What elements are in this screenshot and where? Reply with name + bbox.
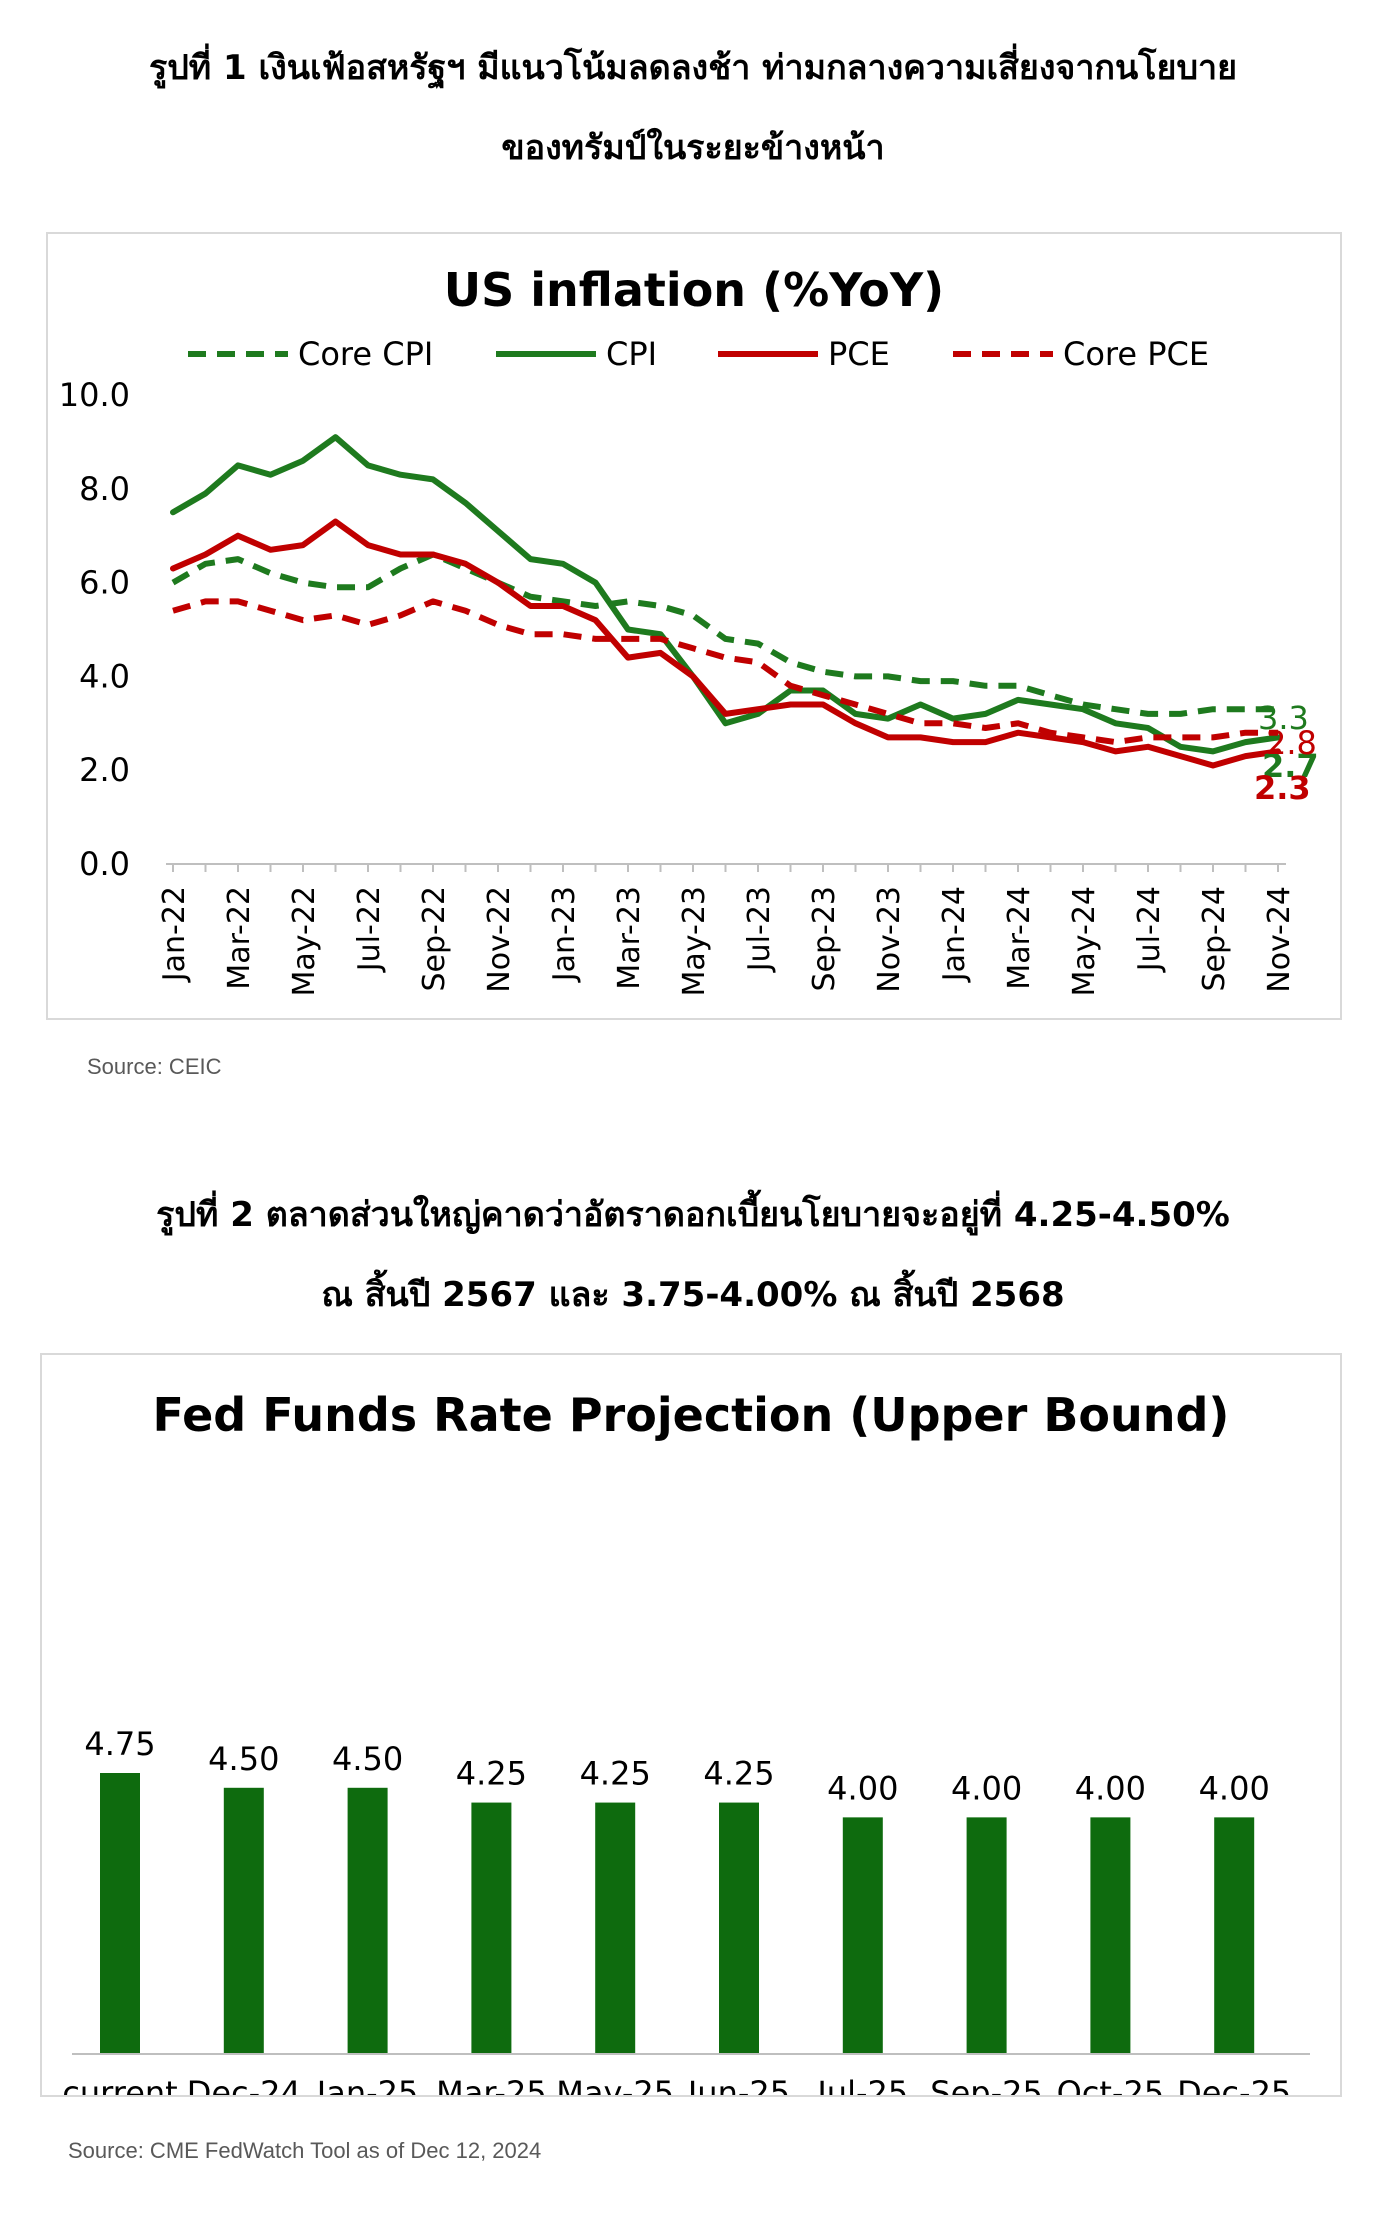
x-tick-label: Nov-24 [1262, 886, 1297, 993]
x-tick-label: Mar-24 [1002, 886, 1037, 990]
bar-value-label: 4.25 [580, 1755, 651, 1793]
x-category-label: Jul-25 [815, 2074, 908, 2095]
x-tick-label: Sep-22 [417, 886, 452, 992]
inflation-y-axis: 0.0 2.0 4.0 6.0 8.0 10.0 [59, 376, 130, 883]
bar-value-label: 4.50 [332, 1740, 403, 1778]
end-label-pce: 2.3 [1254, 769, 1311, 807]
end-label-core-pce: 2.8 [1266, 724, 1317, 762]
x-tick-label: May-24 [1067, 886, 1102, 997]
x-category-label: May-25 [556, 2074, 674, 2095]
x-category-label: Mar-25 [436, 2074, 547, 2095]
x-tick-label: Jul-23 [742, 886, 777, 973]
y-tick-label: 2.0 [79, 751, 130, 789]
x-category-label: Jan-25 [315, 2074, 419, 2095]
legend-label-core-cpi: Core CPI [298, 335, 433, 373]
bar-value-label: 4.50 [208, 1740, 279, 1778]
x-tick-label: Nov-23 [872, 886, 907, 993]
y-tick-label: 6.0 [79, 564, 130, 602]
y-tick-label: 4.0 [79, 657, 130, 695]
bar-dec-25 [1214, 1817, 1255, 2054]
fed-funds-bar-chart: Fed Funds Rate Projection (Upper Bound) … [62, 1388, 1310, 2112]
x-tick-label: Jul-24 [1132, 886, 1167, 973]
x-tick-label: Jan-23 [547, 886, 582, 983]
bar-jun-25 [719, 1802, 759, 2054]
x-category-label: Dec-24 [187, 2074, 301, 2095]
bar-mar-25 [471, 1802, 512, 2054]
x-tick-label: May-22 [287, 886, 322, 997]
bar-value-label: 4.00 [1075, 1769, 1146, 1807]
y-tick-label: 0.0 [79, 845, 130, 883]
x-category-label: Oct-25 [1057, 2074, 1165, 2095]
fed-funds-x-axis: current Dec-24 Jan-25 Mar-25 May-25 Jun-25 Jul… [62, 2053, 1310, 2112]
inflation-chart-panel: US inflation (%YoY) Core CPI CPI PCE Core P… [46, 232, 1342, 1020]
fed-funds-chart-panel: Fed Funds Rate Projection (Upper Bound) … [40, 1353, 1342, 2112]
figure1-source: Source: CEIC [87, 1054, 222, 1079]
x-category-label: Sep-25 [930, 2074, 1043, 2095]
bar-oct-25 [1090, 1817, 1131, 2054]
bar-value-label: 4.75 [84, 1725, 155, 1763]
x-tick-label: Nov-22 [482, 886, 517, 993]
bar-value-label: 4.00 [827, 1769, 898, 1807]
inflation-x-axis: Jan-22 Mar-22 May-22 Jul-22 Sep-22 Nov-22 Jan-… [157, 863, 1297, 997]
x-category-label: Dec-25 [1177, 2074, 1291, 2095]
figure1-caption-line2: ของทรัมป์ในระยะข้างหน้า [501, 128, 885, 168]
bar-current [100, 1773, 140, 2054]
x-tick-label: Mar-23 [612, 886, 647, 990]
fed-funds-chart-title: Fed Funds Rate Projection (Upper Bound) [153, 1388, 1230, 1442]
series-line-core-cpi [171, 551, 1278, 717]
series-line-pce [170, 518, 1281, 769]
figure1-caption-line1: รูปที่ 1 เงินเฟ้อสหรัฐฯ มีแนวโน้มลดลงช้า… [148, 48, 1238, 88]
bar-value-label: 4.00 [1199, 1769, 1270, 1807]
figure2-source: Source: CME FedWatch Tool as of Dec 12, … [68, 2138, 542, 2163]
x-tick-label: Sep-23 [807, 886, 842, 992]
x-tick-label: Jul-22 [352, 886, 387, 973]
x-tick-label: Mar-22 [222, 886, 257, 990]
end-label-core-cpi: 3.3 [1258, 699, 1309, 737]
bar-value-label: 4.25 [703, 1755, 774, 1793]
x-category-label: current [62, 2074, 177, 2095]
bar-may-25 [595, 1802, 636, 2054]
x-tick-label: Sep-24 [1197, 886, 1232, 992]
legend-label-pce: PCE [828, 335, 890, 373]
legend-label-cpi: CPI [606, 335, 657, 373]
bar-jul-25 [842, 1817, 883, 2054]
bar-value-label: 4.25 [456, 1755, 527, 1793]
series-line-core-pce [172, 598, 1278, 746]
bar-dec-24 [223, 1787, 264, 2054]
bar-jan-25 [347, 1787, 388, 2054]
inflation-end-labels: 3.3 2.72.3 2.8 [1254, 699, 1319, 807]
inflation-series-group [170, 434, 1281, 769]
inflation-chart-title: US inflation (%YoY) [444, 263, 944, 317]
figure2-caption-line2: ณ สิ้นปี 2567 และ 3.75-4.00% ณ สิ้นปี 25… [321, 1275, 1065, 1315]
inflation-line-chart: US inflation (%YoY) Core CPI CPI PCE Core P… [59, 263, 1319, 997]
fed-funds-bars-group: 4.75 4.50 4.50 4.25 4.25 4.25 4.00 4.00 4.00 4.00 [84, 1725, 1270, 2054]
series-line-cpi [170, 434, 1281, 755]
bar-sep-25 [966, 1817, 1007, 2054]
x-tick-label: Jan-24 [937, 886, 972, 983]
end-label-cpi: 2.7 [1262, 747, 1319, 785]
bar-value-label: 4.00 [951, 1769, 1022, 1807]
x-tick-label: May-23 [677, 886, 712, 997]
x-category-label: Jun-25 [686, 2074, 790, 2095]
figure2-caption-line1: รูปที่ 2 ตลาดส่วนใหญ่คาดว่าอัตราดอกเบี้ย… [156, 1195, 1230, 1235]
y-tick-label: 10.0 [59, 376, 130, 414]
legend-label-core-pce: Core PCE [1063, 335, 1209, 373]
y-tick-label: 8.0 [79, 470, 130, 508]
inflation-chart-legend: Core CPI CPI PCE Core PCE [188, 335, 1209, 373]
x-tick-label: Jan-22 [157, 886, 192, 983]
